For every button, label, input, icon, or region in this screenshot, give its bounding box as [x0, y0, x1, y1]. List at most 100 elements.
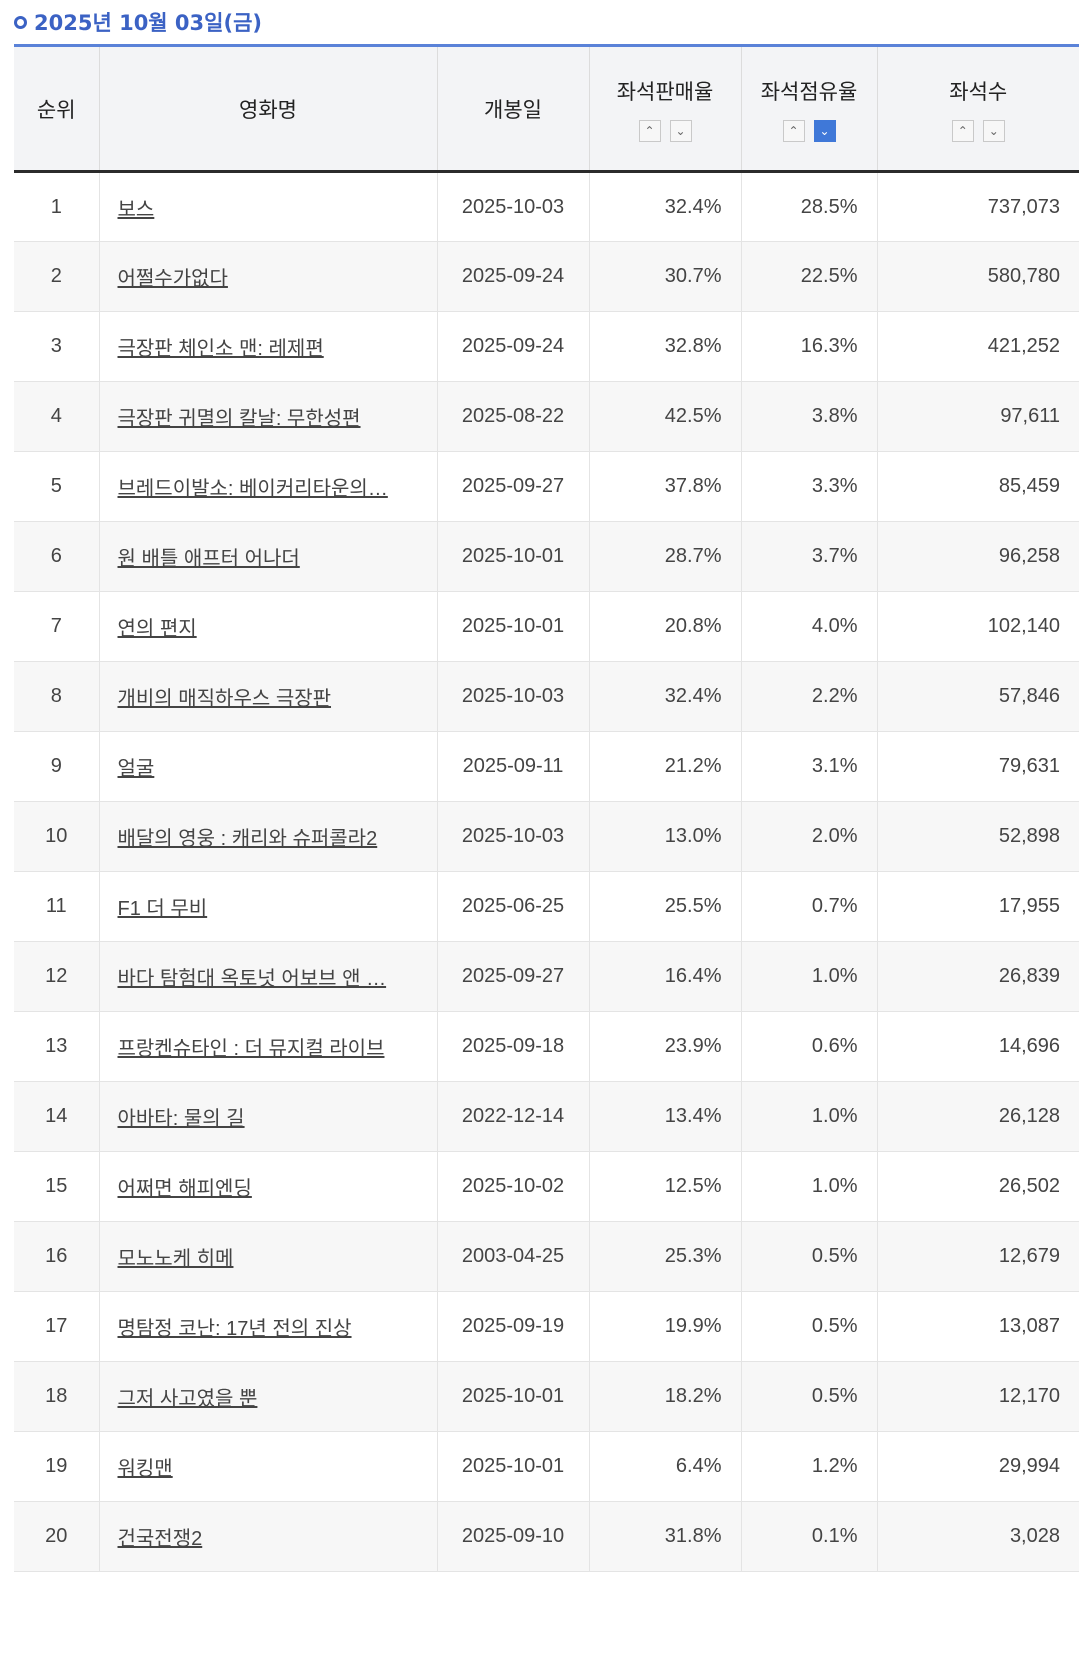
- sort-down-button[interactable]: ⌄: [982, 119, 1005, 142]
- sort-up-button[interactable]: ⌃: [951, 119, 974, 142]
- movie-title-link[interactable]: 그저 사고였을 뿐: [117, 1388, 258, 1410]
- movie-title-link[interactable]: 원 배틀 애프터 어나더: [117, 548, 300, 570]
- cell-release: 2003-04-25: [437, 1221, 590, 1292]
- cell-rank: 8: [14, 661, 100, 732]
- date-header: 2025년 10월 03일(금): [0, 0, 1079, 44]
- movie-title-link[interactable]: 개비의 매직하우스 극장판: [117, 688, 332, 710]
- sort-down-button[interactable]: ⌄: [669, 119, 692, 142]
- cell-seats: 57,846: [877, 661, 1079, 732]
- sort-up-button[interactable]: ⌃: [638, 119, 661, 142]
- date-title: 2025년 10월 03일(금): [34, 11, 262, 35]
- table-row: 6 원 배틀 애프터 어나더 2025-10-01 28.7% 3.7% 96,258: [14, 521, 1079, 592]
- cell-share-rate: 0.1%: [741, 1501, 878, 1572]
- cell-sales-rate: 20.8%: [589, 591, 742, 662]
- table-body: 1 보스 2025-10-03 32.4% 28.5% 737,073 2 어쩔수가없다 202…: [14, 171, 1079, 1572]
- table-row: 2 어쩔수가없다 2025-09-24 30.7% 22.5% 580,780: [14, 241, 1079, 312]
- cell-rank: 9: [14, 731, 100, 802]
- movie-title-link[interactable]: 모노노케 히메: [117, 1248, 234, 1270]
- cell-seats: 421,252: [877, 311, 1079, 382]
- cell-release: 2025-08-22: [437, 381, 590, 452]
- cell-sales-rate: 25.5%: [589, 871, 742, 942]
- table-row: 18 그저 사고였을 뿐 2025-10-01 18.2% 0.5% 12,170: [14, 1361, 1079, 1432]
- movie-title-link[interactable]: 프랑켄슈타인 : 더 뮤지컬 라이브: [117, 1038, 385, 1060]
- cell-sales-rate: 31.8%: [589, 1501, 742, 1572]
- cell-title: 브레드이발소: 베이커리타운의…: [99, 451, 438, 522]
- cell-sales-rate: 13.4%: [589, 1081, 742, 1152]
- cell-rank: 3: [14, 311, 100, 382]
- movie-title-link[interactable]: 보스: [117, 198, 155, 221]
- caret-up-icon: ⌃: [788, 123, 799, 138]
- movie-title-link[interactable]: 극장판 체인소 맨: 레제편: [117, 338, 324, 360]
- cell-title: 모노노케 히메: [99, 1221, 438, 1292]
- column-header-label: 좌석점유율: [760, 79, 858, 104]
- movie-title-link[interactable]: 브레드이발소: 베이커리타운의…: [117, 478, 388, 500]
- table-row: 13 프랑켄슈타인 : 더 뮤지컬 라이브 2025-09-18 23.9% 0.6% 1…: [14, 1011, 1079, 1082]
- table-row: 8 개비의 매직하우스 극장판 2025-10-03 32.4% 2.2% 57,846: [14, 661, 1079, 732]
- movie-title-link[interactable]: 바다 탐험대 옥토넛 어보브 앤 …: [117, 968, 387, 990]
- cell-seats: 85,459: [877, 451, 1079, 522]
- cell-release: 2025-10-01: [437, 1431, 590, 1502]
- cell-release: 2025-09-27: [437, 941, 590, 1012]
- cell-rank: 18: [14, 1361, 100, 1432]
- movie-title-link[interactable]: 극장판 귀멸의 칼날: 무한성편: [117, 408, 361, 430]
- movie-title-link[interactable]: 연의 편지: [117, 618, 197, 640]
- cell-release: 2022-12-14: [437, 1081, 590, 1152]
- cell-sales-rate: 19.9%: [589, 1291, 742, 1362]
- cell-seats: 97,611: [877, 381, 1079, 452]
- movie-title-link[interactable]: 아바타: 물의 길: [117, 1108, 245, 1130]
- column-header-sales_rate: 좌석판매율 ⌃ ⌄: [589, 44, 742, 173]
- movie-title-link[interactable]: F1 더 무비: [117, 898, 208, 920]
- caret-down-icon: ⌄: [819, 123, 830, 138]
- cell-share-rate: 0.5%: [741, 1361, 878, 1432]
- movie-title-link[interactable]: 워킹맨: [117, 1458, 173, 1480]
- column-header-title: 영화명: [99, 44, 438, 173]
- cell-title: 연의 편지: [99, 591, 438, 662]
- table-row: 9 얼굴 2025-09-11 21.2% 3.1% 79,631: [14, 731, 1079, 802]
- cell-seats: 102,140: [877, 591, 1079, 662]
- cell-share-rate: 1.2%: [741, 1431, 878, 1502]
- column-header-label: 좌석수: [949, 79, 1008, 104]
- cell-release: 2025-09-11: [437, 731, 590, 802]
- cell-title: 어쩔수가없다: [99, 241, 438, 312]
- cell-seats: 737,073: [877, 171, 1079, 242]
- column-header-label: 순위: [36, 97, 76, 122]
- cell-title: 얼굴: [99, 731, 438, 802]
- movie-title-link[interactable]: 건국전쟁2: [117, 1528, 203, 1550]
- cell-sales-rate: 12.5%: [589, 1151, 742, 1222]
- cell-rank: 7: [14, 591, 100, 662]
- movie-title-link[interactable]: 얼굴: [117, 758, 155, 780]
- cell-sales-rate: 25.3%: [589, 1221, 742, 1292]
- caret-up-icon: ⌃: [644, 123, 655, 138]
- movie-title-link[interactable]: 어쩔수가없다: [117, 268, 228, 290]
- cell-sales-rate: 28.7%: [589, 521, 742, 592]
- cell-seats: 17,955: [877, 871, 1079, 942]
- sort-down-button[interactable]: ⌄: [813, 119, 836, 142]
- cell-title: 극장판 귀멸의 칼날: 무한성편: [99, 381, 438, 452]
- cell-share-rate: 3.7%: [741, 521, 878, 592]
- movie-title-link[interactable]: 명탐정 코난: 17년 전의 진상: [117, 1318, 352, 1340]
- cell-rank: 20: [14, 1501, 100, 1572]
- movie-title-link[interactable]: 어쩌면 해피엔딩: [117, 1178, 252, 1200]
- cell-rank: 1: [14, 171, 100, 242]
- table-row: 20 건국전쟁2 2025-09-10 31.8% 0.1% 3,028: [14, 1501, 1079, 1572]
- cell-sales-rate: 23.9%: [589, 1011, 742, 1082]
- cell-release: 2025-10-01: [437, 1361, 590, 1432]
- cell-seats: 580,780: [877, 241, 1079, 312]
- table-row: 19 워킹맨 2025-10-01 6.4% 1.2% 29,994: [14, 1431, 1079, 1502]
- cell-rank: 11: [14, 871, 100, 942]
- movie-title-link[interactable]: 배달의 영웅 : 캐리와 슈퍼콜라2: [117, 828, 378, 850]
- cell-share-rate: 4.0%: [741, 591, 878, 662]
- cell-title: F1 더 무비: [99, 871, 438, 942]
- cell-title: 바다 탐험대 옥토넛 어보브 앤 …: [99, 941, 438, 1012]
- cell-rank: 19: [14, 1431, 100, 1502]
- table-row: 4 극장판 귀멸의 칼날: 무한성편 2025-08-22 42.5% 3.8% 97,6…: [14, 381, 1079, 452]
- cell-share-rate: 3.3%: [741, 451, 878, 522]
- cell-seats: 26,502: [877, 1151, 1079, 1222]
- cell-share-rate: 3.8%: [741, 381, 878, 452]
- cell-share-rate: 22.5%: [741, 241, 878, 312]
- sort-up-button[interactable]: ⌃: [782, 119, 805, 142]
- cell-sales-rate: 37.8%: [589, 451, 742, 522]
- table-row: 7 연의 편지 2025-10-01 20.8% 4.0% 102,140: [14, 591, 1079, 662]
- table-row: 17 명탐정 코난: 17년 전의 진상 2025-09-19 19.9% 0.5% 13…: [14, 1291, 1079, 1362]
- cell-share-rate: 1.0%: [741, 1081, 878, 1152]
